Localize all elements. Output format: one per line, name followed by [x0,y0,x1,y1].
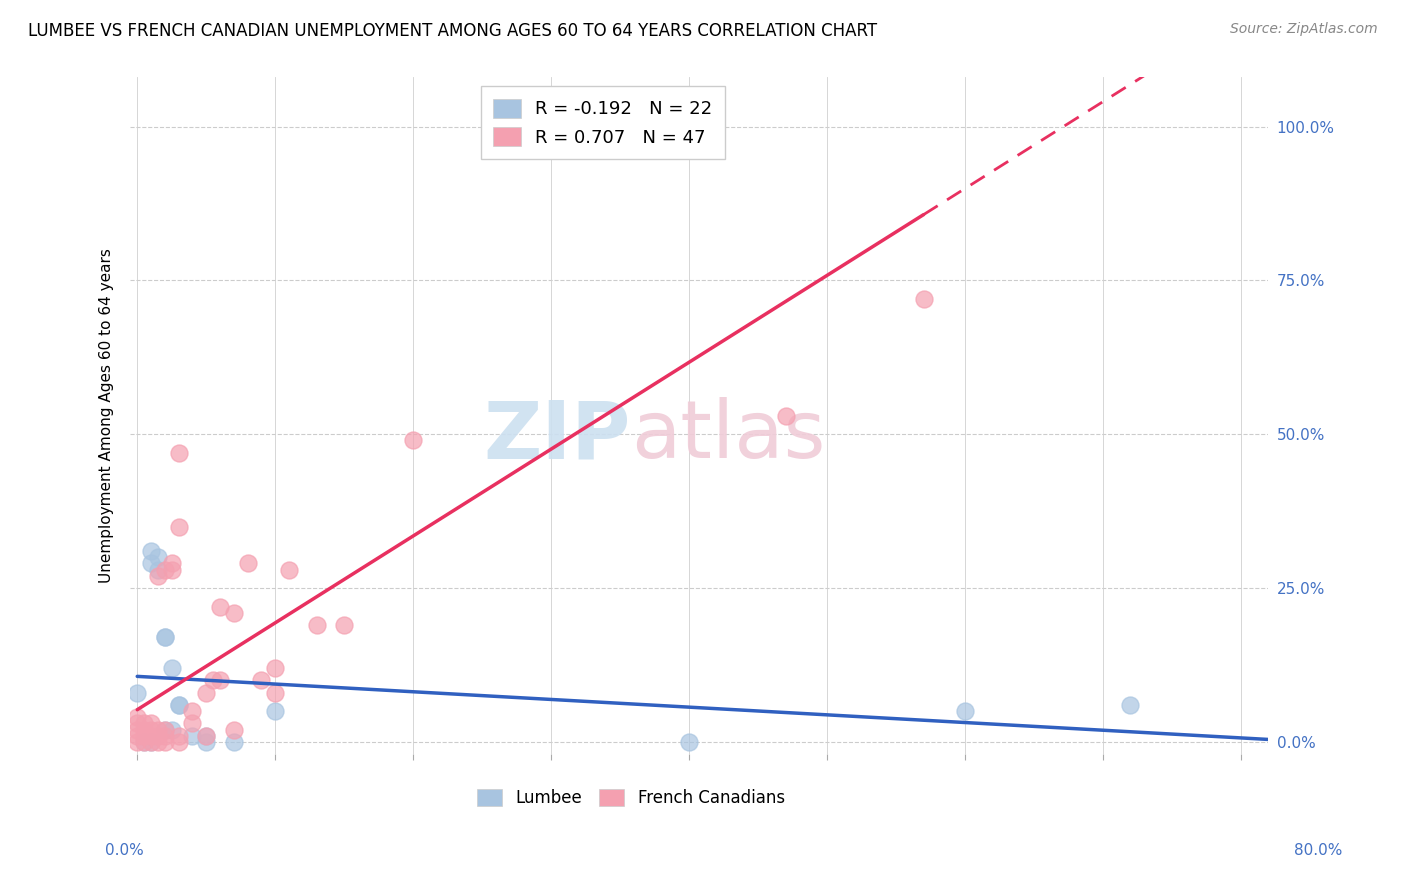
Point [236,557,259,571]
Point [134,735,156,749]
Point [153,729,176,743]
Text: 80.0%: 80.0% [1295,843,1343,858]
Point [402,434,425,448]
Point [650,120,672,134]
Point [195,729,218,743]
Point [208,599,231,614]
Text: ZIP: ZIP [484,397,631,475]
Point [127,729,149,743]
Point [153,563,176,577]
Point [1119,698,1142,712]
Text: atlas: atlas [631,397,825,475]
Point [264,661,287,675]
Point [153,630,176,644]
Point [146,569,169,583]
Text: LUMBEE VS FRENCH CANADIAN UNEMPLOYMENT AMONG AGES 60 TO 64 YEARS CORRELATION CHA: LUMBEE VS FRENCH CANADIAN UNEMPLOYMENT A… [28,22,877,40]
Point [167,519,190,533]
Text: 0.0%: 0.0% [105,843,145,858]
Point [278,563,301,577]
Point [153,723,176,737]
Point [222,735,245,749]
Point [146,723,169,737]
Point [139,729,162,743]
Point [264,704,287,718]
Point [127,710,149,724]
Point [127,735,149,749]
Point [264,686,287,700]
Point [202,673,225,688]
Point [250,673,273,688]
Text: Source: ZipAtlas.com: Source: ZipAtlas.com [1230,22,1378,37]
Point [139,544,162,558]
Point [160,723,183,737]
Point [146,729,169,743]
Point [139,735,162,749]
Point [167,698,190,712]
Point [153,735,176,749]
Point [208,673,231,688]
Point [127,723,149,737]
Point [146,563,169,577]
Point [134,716,156,731]
Point [912,292,935,306]
Point [167,698,190,712]
Point [153,630,176,644]
Point [134,735,156,749]
Point [146,550,169,565]
Point [134,723,156,737]
Point [195,686,218,700]
Point [167,729,190,743]
Point [160,661,183,675]
Point [139,716,162,731]
Point [195,735,218,749]
Point [222,606,245,620]
Legend: Lumbee, French Canadians: Lumbee, French Canadians [471,782,792,814]
Point [678,735,700,749]
Point [195,729,218,743]
Point [181,729,204,743]
Point [127,686,149,700]
Point [222,723,245,737]
Point [139,723,162,737]
Point [181,716,204,731]
Point [139,557,162,571]
Point [953,704,976,718]
Point [775,409,797,423]
Point [167,446,190,460]
Point [127,716,149,731]
Point [134,729,156,743]
Point [146,735,169,749]
Y-axis label: Unemployment Among Ages 60 to 64 years: Unemployment Among Ages 60 to 64 years [100,248,114,583]
Point [160,563,183,577]
Point [139,735,162,749]
Point [181,704,204,718]
Point [153,723,176,737]
Point [333,618,356,632]
Point [160,557,183,571]
Point [167,735,190,749]
Point [305,618,328,632]
